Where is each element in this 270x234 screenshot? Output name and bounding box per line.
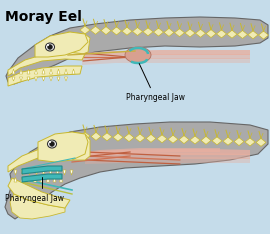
Polygon shape: [102, 133, 112, 141]
Polygon shape: [146, 134, 156, 143]
Polygon shape: [63, 170, 66, 175]
Polygon shape: [157, 135, 167, 143]
Polygon shape: [59, 177, 62, 182]
Polygon shape: [72, 69, 75, 74]
Polygon shape: [113, 133, 123, 141]
Polygon shape: [85, 153, 250, 160]
Ellipse shape: [49, 141, 51, 143]
Polygon shape: [42, 69, 45, 74]
Polygon shape: [46, 177, 49, 182]
Polygon shape: [212, 137, 222, 145]
Polygon shape: [248, 31, 258, 39]
Polygon shape: [22, 174, 62, 182]
Polygon shape: [21, 170, 24, 175]
Polygon shape: [164, 28, 174, 37]
Polygon shape: [28, 170, 31, 175]
Polygon shape: [174, 29, 184, 37]
Polygon shape: [27, 69, 30, 74]
Ellipse shape: [125, 47, 151, 63]
Polygon shape: [223, 137, 233, 145]
Polygon shape: [91, 132, 101, 140]
Polygon shape: [143, 28, 153, 36]
Polygon shape: [190, 136, 200, 144]
Polygon shape: [234, 138, 244, 146]
Polygon shape: [85, 149, 250, 156]
Polygon shape: [185, 29, 195, 37]
Polygon shape: [90, 26, 100, 34]
Polygon shape: [42, 170, 45, 175]
Polygon shape: [8, 178, 70, 208]
Polygon shape: [53, 177, 56, 182]
Polygon shape: [10, 194, 65, 219]
Polygon shape: [258, 31, 268, 39]
Polygon shape: [12, 69, 15, 74]
Polygon shape: [12, 77, 15, 81]
Polygon shape: [245, 138, 255, 146]
Polygon shape: [135, 134, 145, 142]
Polygon shape: [57, 69, 60, 74]
Polygon shape: [14, 170, 17, 175]
Polygon shape: [19, 77, 22, 81]
Polygon shape: [256, 138, 266, 146]
Polygon shape: [35, 69, 38, 74]
Polygon shape: [206, 29, 216, 38]
Polygon shape: [40, 177, 43, 182]
Polygon shape: [35, 77, 38, 81]
Polygon shape: [8, 52, 85, 76]
Polygon shape: [154, 28, 164, 36]
Polygon shape: [68, 132, 90, 160]
Polygon shape: [38, 132, 88, 162]
Polygon shape: [6, 17, 268, 84]
Polygon shape: [5, 122, 268, 219]
Text: Pharyngeal Jaw: Pharyngeal Jaw: [5, 177, 64, 203]
Polygon shape: [70, 170, 73, 175]
Polygon shape: [122, 27, 132, 35]
Polygon shape: [168, 135, 178, 143]
Ellipse shape: [48, 140, 56, 148]
Polygon shape: [85, 157, 250, 164]
Polygon shape: [238, 30, 248, 39]
Polygon shape: [133, 28, 143, 36]
Polygon shape: [80, 26, 90, 34]
Polygon shape: [49, 170, 52, 175]
Polygon shape: [201, 136, 211, 144]
Polygon shape: [56, 170, 59, 175]
Polygon shape: [35, 170, 38, 175]
Polygon shape: [14, 177, 17, 182]
Polygon shape: [65, 69, 68, 74]
Polygon shape: [19, 69, 22, 74]
Polygon shape: [217, 30, 227, 38]
Text: Pharyngeal Jaw: Pharyngeal Jaw: [126, 63, 184, 102]
Polygon shape: [80, 132, 90, 140]
Polygon shape: [227, 30, 237, 38]
Polygon shape: [57, 77, 60, 81]
Polygon shape: [49, 77, 52, 81]
Polygon shape: [179, 135, 189, 144]
Polygon shape: [112, 27, 122, 35]
Polygon shape: [21, 177, 23, 182]
Polygon shape: [82, 58, 250, 65]
Polygon shape: [72, 148, 220, 159]
Polygon shape: [101, 27, 111, 35]
Polygon shape: [35, 32, 88, 57]
Polygon shape: [195, 29, 205, 37]
Polygon shape: [8, 144, 80, 172]
Polygon shape: [22, 166, 62, 174]
Ellipse shape: [46, 43, 55, 51]
Ellipse shape: [49, 142, 55, 146]
Polygon shape: [124, 134, 134, 142]
Polygon shape: [8, 66, 82, 86]
Polygon shape: [65, 32, 90, 55]
Polygon shape: [82, 50, 250, 57]
Polygon shape: [82, 54, 250, 61]
Polygon shape: [27, 177, 30, 182]
Polygon shape: [42, 77, 45, 81]
Ellipse shape: [48, 44, 52, 50]
Polygon shape: [49, 69, 52, 74]
Polygon shape: [33, 177, 36, 182]
Ellipse shape: [47, 44, 49, 46]
Polygon shape: [65, 77, 68, 81]
Text: Moray Eel: Moray Eel: [5, 10, 82, 24]
Polygon shape: [27, 77, 30, 81]
